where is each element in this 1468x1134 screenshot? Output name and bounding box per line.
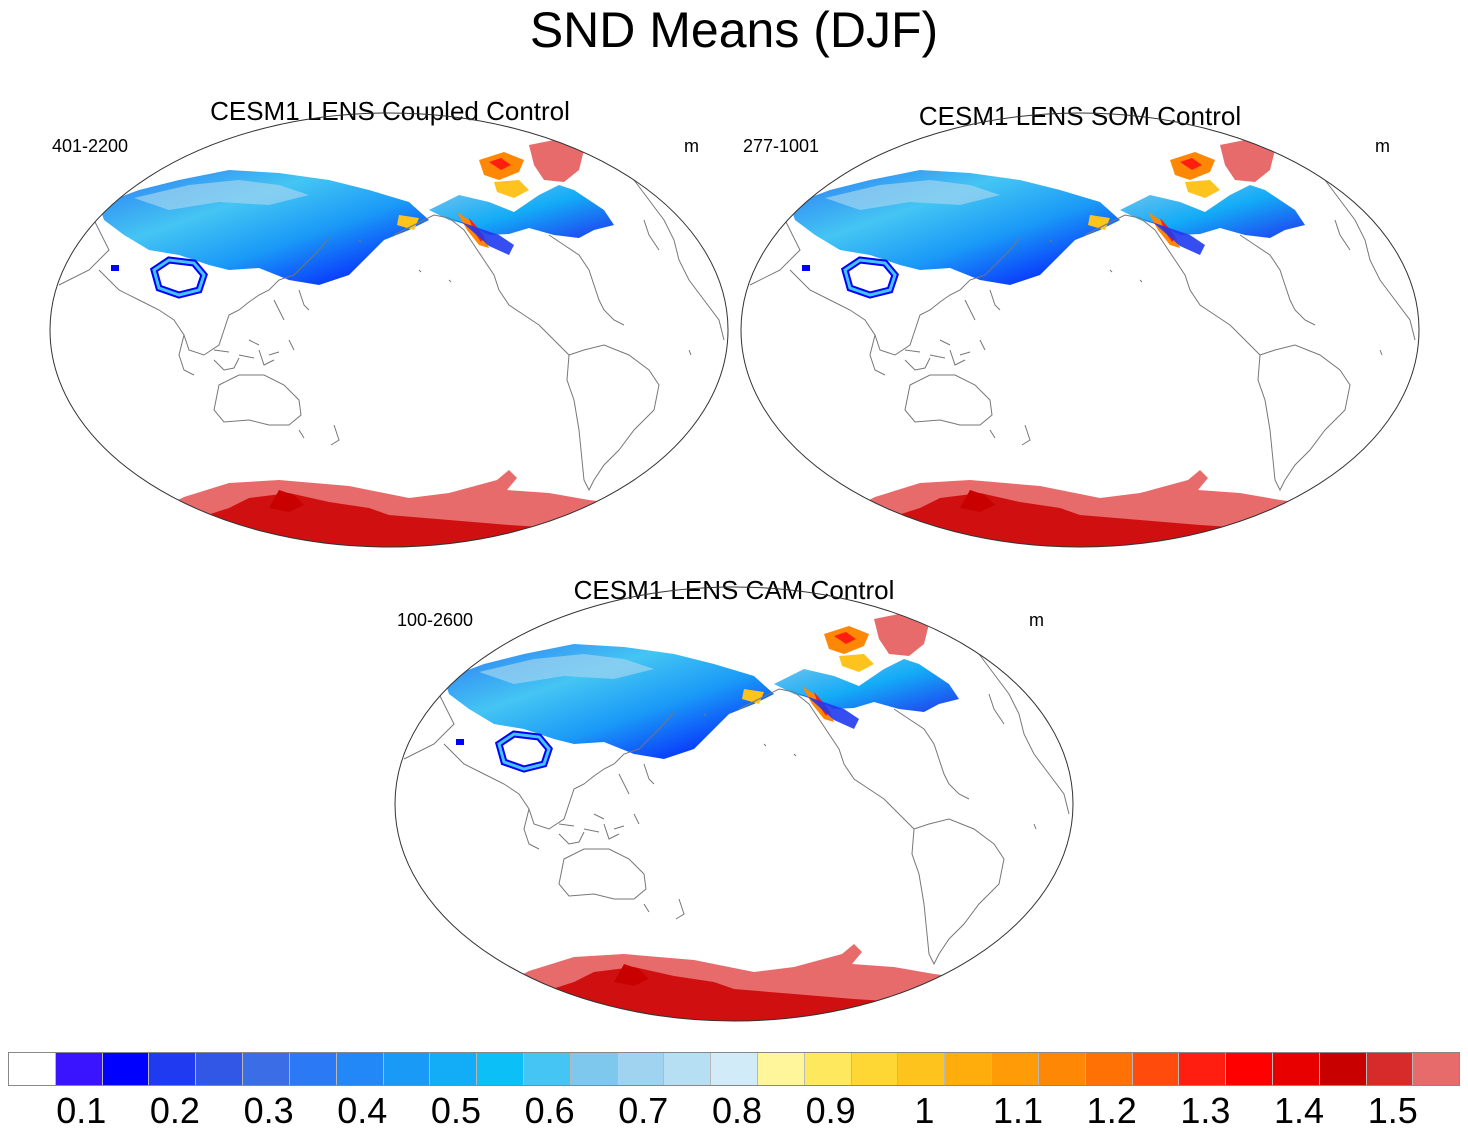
colorbar-swatch xyxy=(1319,1053,1367,1085)
colorbar-swatch xyxy=(1366,1053,1414,1085)
panel-1-title: CESM1 LENS Coupled Control xyxy=(210,96,570,126)
colorbar-tick-label: 0.9 xyxy=(805,1090,856,1131)
panel-3-years: 100-2600 xyxy=(397,610,474,630)
colorbar-tick-label: 1.5 xyxy=(1367,1090,1418,1131)
colorbar-swatch xyxy=(383,1053,431,1085)
colorbar-swatch xyxy=(9,1053,56,1085)
colorbar-swatch xyxy=(664,1053,712,1085)
colorbar-swatch xyxy=(523,1053,571,1085)
colorbar-tick-label: 1.1 xyxy=(993,1090,1044,1131)
colorbar xyxy=(8,1052,1460,1086)
colorbar-swatch xyxy=(570,1053,618,1085)
colorbar-swatch xyxy=(617,1053,665,1085)
colorbar-swatch xyxy=(851,1053,899,1085)
colorbar-swatch xyxy=(336,1053,384,1085)
panel-2-units: m xyxy=(1375,136,1390,156)
colorbar-swatch xyxy=(1226,1053,1273,1085)
colorbar-tick-label: 1.4 xyxy=(1274,1090,1325,1131)
colorbar-tick-label: 0.4 xyxy=(337,1090,388,1131)
colorbar-tick-label: 1.2 xyxy=(1086,1090,1137,1131)
colorbar-tick-label: 0.1 xyxy=(56,1090,107,1131)
colorbar-swatch xyxy=(289,1053,337,1085)
map-panel-coupled xyxy=(50,113,728,555)
colorbar-swatch xyxy=(1413,1053,1460,1085)
colorbar-swatch xyxy=(1038,1053,1086,1085)
colorbar-swatch xyxy=(243,1053,290,1085)
colorbar-swatch xyxy=(477,1053,524,1085)
colorbar-tick-label: 0.6 xyxy=(524,1090,575,1131)
panel-3-title: CESM1 LENS CAM Control xyxy=(573,575,895,605)
colorbar-tick-label: 0.2 xyxy=(149,1090,200,1131)
colorbar-swatch xyxy=(55,1053,103,1085)
panel-1-units: m xyxy=(684,136,699,156)
colorbar-tick-label: 0.5 xyxy=(430,1090,481,1131)
colorbar-tick-label: 0.3 xyxy=(243,1090,294,1131)
colorbar-swatch xyxy=(1272,1053,1320,1085)
colorbar-swatch xyxy=(992,1053,1039,1085)
colorbar-swatch xyxy=(711,1053,758,1085)
colorbar-swatch xyxy=(898,1053,946,1085)
colorbar-swatch xyxy=(1085,1053,1133,1085)
colorbar-swatch xyxy=(945,1053,993,1085)
colorbar-swatch xyxy=(102,1053,150,1085)
panel-1-years: 401-2200 xyxy=(52,136,129,156)
colorbar-tick-label: 1 xyxy=(914,1090,935,1131)
colorbar-tick-label: 1.3 xyxy=(1180,1090,1231,1131)
colorbar-tick-label: 0.8 xyxy=(711,1090,763,1131)
map-panel-cam xyxy=(395,587,1073,1029)
colorbar-swatch xyxy=(196,1053,244,1085)
colorbar-swatch xyxy=(1179,1053,1227,1085)
panel-2-years: 277-1001 xyxy=(743,136,820,156)
colorbar-swatch xyxy=(149,1053,197,1085)
panel-2-title: CESM1 LENS SOM Control xyxy=(918,101,1242,131)
colorbar-swatch xyxy=(430,1053,478,1085)
colorbar-swatch xyxy=(758,1053,805,1085)
panel-3-units: m xyxy=(1029,610,1044,630)
colorbar-tick-label: 0.7 xyxy=(618,1090,669,1131)
map-panel-som xyxy=(741,113,1419,555)
colorbar-swatch xyxy=(804,1053,852,1085)
colorbar-swatch xyxy=(1132,1053,1180,1085)
figure-title: SND Means (DJF) xyxy=(529,2,939,58)
